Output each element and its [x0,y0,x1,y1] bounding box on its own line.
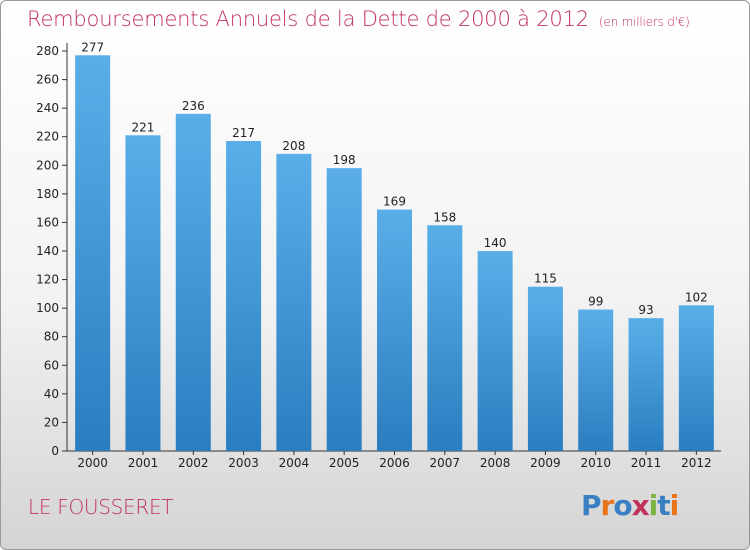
y-tick-label: 0 [51,444,59,458]
bar-value-label: 158 [433,210,456,224]
bar [75,55,111,452]
x-tick-label: 2009 [530,456,561,470]
bar-value-label: 93 [638,303,653,317]
bar-value-label: 221 [132,120,155,134]
bar-value-label: 217 [232,126,255,140]
x-tick-label: 2012 [681,456,712,470]
bar-value-label: 115 [534,272,557,286]
chart-title: Remboursements Annuels de la Dette de 20… [27,7,690,31]
bar-value-label: 169 [383,195,406,209]
bar [527,286,563,451]
y-tick-label: 60 [44,358,59,372]
chart-title-text: Remboursements Annuels de la Dette de 20… [27,7,589,31]
bar [175,113,211,451]
logo-letter: i [669,489,680,522]
bar [377,209,412,451]
x-tick-label: 2003 [228,456,259,470]
logo-letter: o [613,489,632,522]
y-tick-label: 220 [36,130,59,144]
logo-letter: r [600,489,615,522]
y-tick-label: 20 [44,415,59,429]
logo-letter: P [581,489,602,522]
bar [276,153,312,451]
y-tick-label: 120 [36,273,59,287]
bar-value-label: 102 [685,290,708,304]
y-tick-label: 200 [36,158,59,172]
x-tick-label: 2007 [430,456,461,470]
bar [578,309,614,451]
x-tick-label: 2001 [128,456,159,470]
y-tick-label: 180 [36,187,59,201]
x-tick-label: 2002 [178,456,209,470]
bar [678,305,714,451]
chart-subtitle: (en milliers d'€) [598,15,690,29]
commune-name: LE FOUSSERET [28,495,174,519]
x-tick-label: 2006 [379,456,410,470]
y-tick-label: 40 [44,387,59,401]
y-tick-label: 100 [36,301,59,315]
y-tick-label: 80 [44,330,59,344]
bar [226,141,262,451]
x-tick-label: 2000 [77,456,108,470]
y-tick-label: 240 [36,101,59,115]
bar-value-label: 99 [588,295,603,309]
x-tick-label: 2004 [279,456,310,470]
x-tick-label: 2010 [580,456,611,470]
x-tick-label: 2005 [329,456,360,470]
y-tick-label: 260 [36,73,59,87]
bar [125,135,161,452]
y-tick-label: 160 [36,215,59,229]
bar [628,318,664,451]
bar-value-label: 198 [333,153,356,167]
y-tick-label: 140 [36,244,59,258]
y-tick-label: 280 [36,44,59,58]
logo-letter: x [631,489,650,522]
logo-letter: i [648,489,659,522]
bar-value-label: 277 [81,40,104,54]
bar-value-label: 208 [282,139,305,153]
bar-value-label: 236 [182,99,205,113]
bar-value-label: 140 [484,236,507,250]
bar [477,251,513,451]
logo-letter: t [657,489,670,522]
bar [326,168,362,451]
bar [427,225,463,451]
proxiti-logo: Proxiti [581,489,680,522]
x-tick-label: 2008 [480,456,511,470]
x-tick-label: 2011 [631,456,662,470]
